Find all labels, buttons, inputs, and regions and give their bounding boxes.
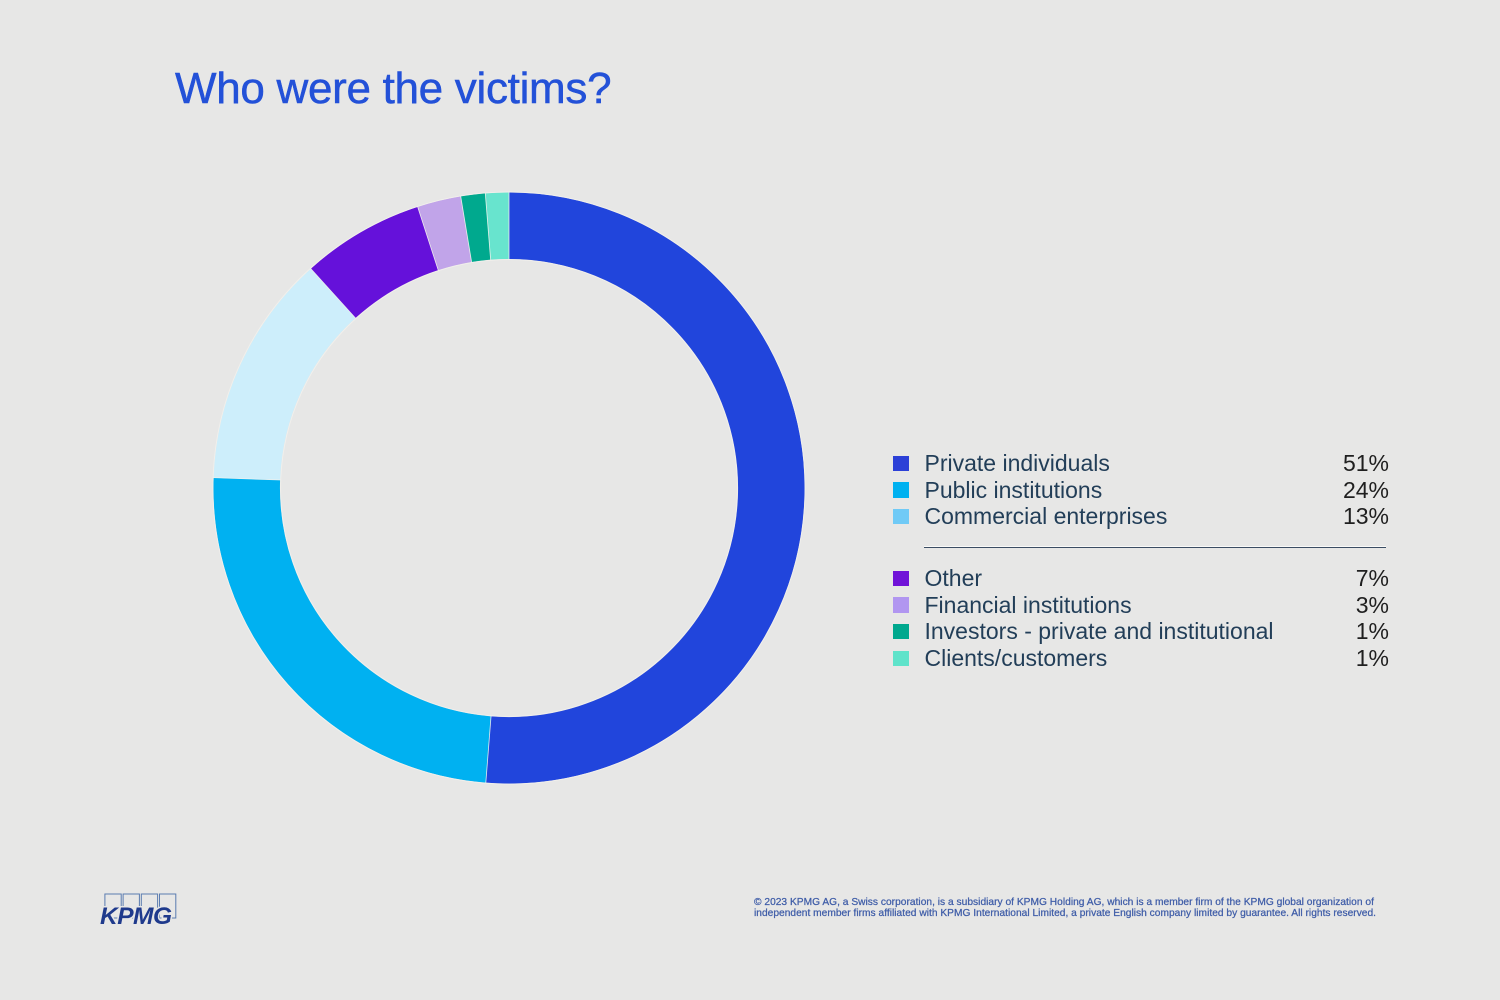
svg-text:KPMG: KPMG xyxy=(100,903,172,930)
